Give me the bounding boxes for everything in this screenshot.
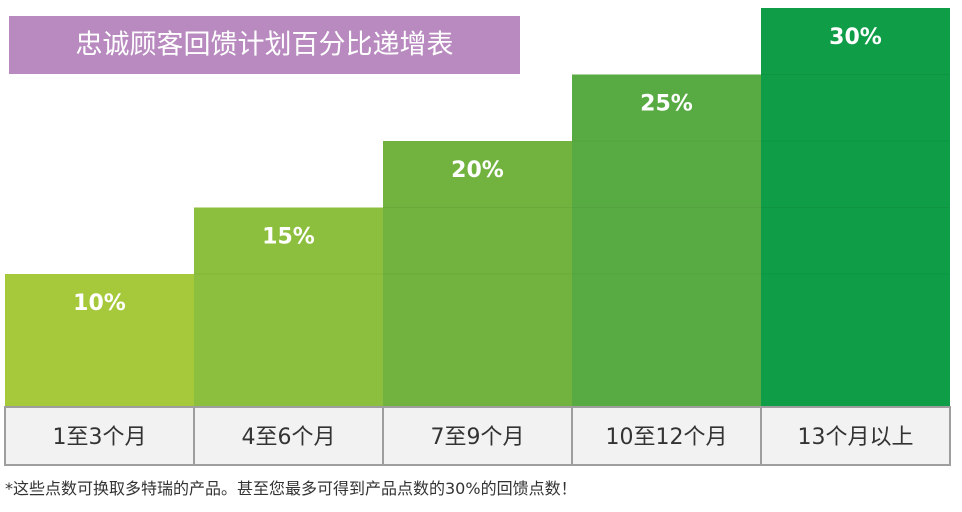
title-background	[9, 16, 520, 74]
bar-value-label-2: 15%	[262, 225, 315, 250]
category-label-2: 4至6个月	[242, 425, 336, 450]
category-label-4: 10至12个月	[606, 425, 728, 450]
bars-layer	[5, 8, 950, 407]
bar-value-label-4: 25%	[640, 92, 693, 117]
chart-footnote: *这些点数可换取多特瑞的产品。甚至您最多可得到产品点数的30%的回馈点数！	[5, 479, 577, 498]
bar-value-label-3: 20%	[451, 158, 504, 183]
category-label-1: 1至3个月	[53, 425, 147, 450]
category-cell-3	[382, 406, 573, 466]
chart-title: 忠诚顾客回馈计划百分比递增表	[9, 16, 520, 74]
category-row: 1至3个月 4至6个月 7至9个月 10至12个月 13个月以上	[4, 406, 951, 466]
bar-4	[572, 74, 761, 407]
category-cell-5	[760, 406, 951, 466]
bar-value-label-5: 30%	[829, 25, 882, 50]
chart-title-text: 忠诚顾客回馈计划百分比递增表	[76, 30, 454, 61]
category-cell-1	[4, 406, 195, 466]
bar-2	[194, 207, 383, 407]
category-label-5: 13个月以上	[798, 425, 914, 450]
bar-value-label-1: 10%	[73, 291, 126, 316]
value-labels-layer: 10% 15% 20% 25% 30%	[73, 25, 882, 316]
bar-3	[383, 141, 572, 407]
category-label-3: 7至9个月	[431, 425, 525, 450]
bar-1	[5, 274, 194, 407]
bar-5	[761, 8, 950, 407]
category-cell-2	[193, 406, 384, 466]
